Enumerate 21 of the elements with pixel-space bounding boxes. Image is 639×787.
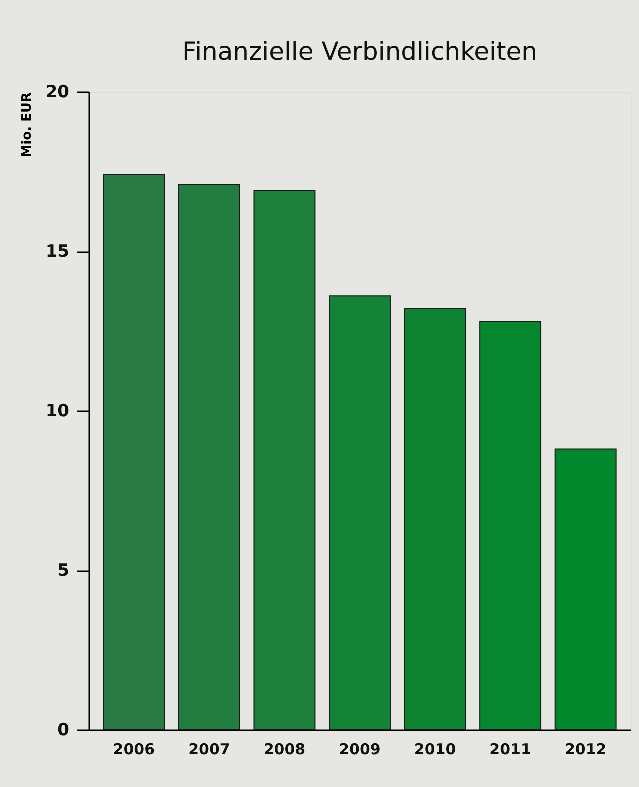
- x-tick-label: 2011: [490, 740, 532, 758]
- bar: [480, 321, 542, 730]
- x-tick-label: 2012: [564, 740, 607, 758]
- bar: [103, 174, 166, 730]
- y-tick-label: 10: [46, 402, 70, 422]
- bar: [404, 308, 466, 730]
- bar: [329, 296, 391, 730]
- y-tick-label: 20: [46, 82, 70, 102]
- chart-title: Finanzielle Verbindlichkeiten: [182, 37, 538, 66]
- bar: [254, 190, 316, 730]
- x-tick-label: 2008: [264, 740, 306, 758]
- y-tick-label: 15: [46, 242, 70, 262]
- bar: [178, 184, 240, 730]
- bar: [554, 448, 617, 730]
- y-tick-label: 5: [58, 561, 70, 581]
- y-tick-label: 0: [58, 720, 70, 740]
- x-tick-label: 2007: [188, 740, 230, 758]
- y-axis-title: Mio. EUR: [20, 92, 35, 158]
- x-tick-label: 2010: [414, 740, 456, 758]
- x-tick-label: 2009: [339, 740, 381, 758]
- x-tick-label: 2006: [113, 740, 156, 758]
